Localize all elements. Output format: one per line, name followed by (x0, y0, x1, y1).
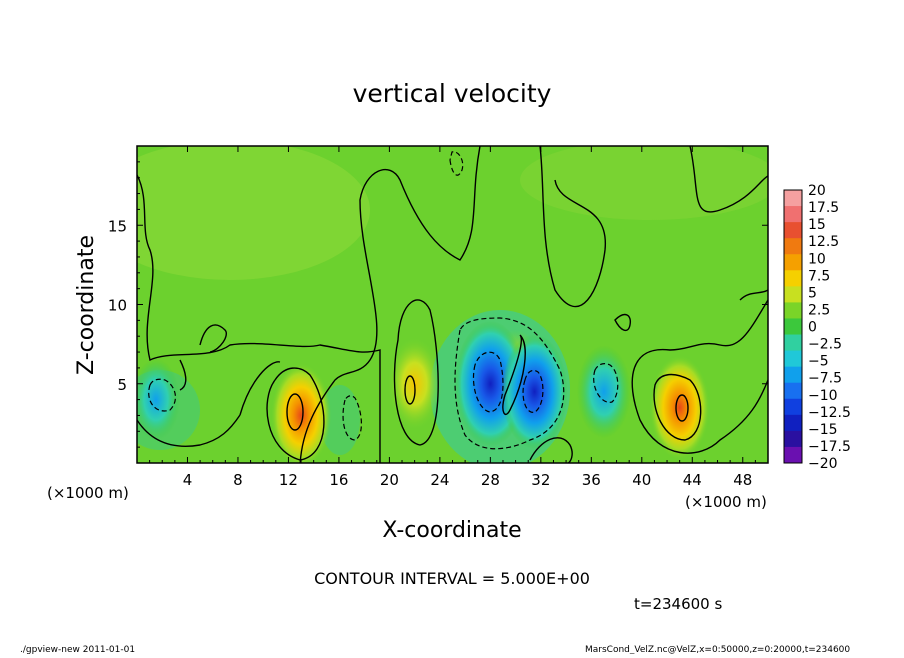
x-tick-label: 44 (683, 471, 702, 489)
contour-lines (137, 146, 768, 463)
x-tick-label: 28 (481, 471, 500, 489)
colorbar-swatch (784, 350, 802, 368)
colorbar-label: 17.5 (808, 200, 839, 216)
colorbar-label: 10 (808, 251, 826, 267)
x-tick-label: 48 (733, 471, 752, 489)
x-tick-label: 20 (380, 471, 399, 489)
colorbar-label: −7.5 (808, 371, 842, 387)
contour-lines-negative (148, 151, 619, 450)
updraft-cell (271, 363, 332, 463)
time-label: t=234600 s (634, 595, 722, 613)
colorbar-label: 7.5 (808, 268, 830, 284)
colorbar-swatch (784, 206, 802, 223)
colorbar-swatch (784, 318, 802, 336)
x-axis-label: X-coordinate (382, 518, 521, 543)
colorbar-swatch (784, 446, 802, 464)
y-tick-label: 5 (117, 376, 127, 394)
x-tick-label: 36 (582, 471, 601, 489)
colorbar-label: 5 (808, 285, 817, 301)
x-unit-left: (×1000 m) (47, 484, 129, 502)
colorbar-label: 0 (808, 320, 817, 336)
colorbar-swatch (784, 238, 802, 255)
colorbar-label: −20 (808, 456, 838, 472)
x-axis: 4 8 12 16 20 24 28 32 36 40 44 48 (149, 146, 756, 489)
colorbar-swatch (784, 398, 802, 416)
colorbar-swatch (784, 286, 802, 303)
downdraft-cell (137, 358, 180, 441)
footer-left: ./gpview-new 2011-01-01 (20, 645, 135, 654)
y-axis: 5 10 15 (108, 161, 768, 448)
colorbar-label: 20 (808, 183, 826, 199)
colorbar-label: −10 (808, 388, 838, 404)
x-tick-label: 24 (430, 471, 449, 489)
colorbar-swatch (784, 430, 802, 448)
colorbar-label: −2.5 (808, 337, 842, 353)
colorbar-swatch (784, 366, 802, 384)
colorbar-label: 15 (808, 217, 826, 233)
x-tick-label: 40 (632, 471, 651, 489)
y-tick-label: 10 (108, 297, 127, 315)
y-axis-label: Z-coordinate (74, 235, 99, 375)
x-tick-label: 4 (183, 471, 193, 489)
footer-right: MarsCond_VelZ.nc@VelZ,x=0:50000,z=0:2000… (585, 645, 850, 654)
contour-interval: CONTOUR INTERVAL = 5.000E+00 (314, 569, 590, 588)
colorbar-swatch (784, 414, 802, 432)
y-tick-label: 15 (108, 217, 127, 235)
x-unit-right: (×1000 m) (685, 493, 767, 511)
feature-layer (137, 320, 710, 463)
colorbar-swatch (784, 222, 802, 239)
colorbar-label: 12.5 (808, 234, 839, 250)
colorbar-label: −15 (808, 422, 838, 438)
colorbar-swatch (784, 270, 802, 287)
x-tick-label: 12 (279, 471, 298, 489)
downdraft-cell (576, 345, 631, 439)
colorbar-label: 2.5 (808, 302, 830, 318)
x-tick-label: 8 (233, 471, 243, 489)
x-tick-label: 32 (531, 471, 550, 489)
colorbar-swatch (784, 302, 802, 319)
colorbar-label: −17.5 (808, 439, 851, 455)
colorbar-label: −5 (808, 354, 829, 370)
colorbar-swatch (784, 254, 802, 271)
chart-title: vertical velocity (353, 79, 552, 108)
colorbar-swatch (784, 334, 802, 352)
colorbar-label: −12.5 (808, 405, 851, 421)
colorbar-swatch (784, 190, 802, 207)
colorbar-swatch (784, 382, 802, 400)
colorbar-frame (783, 189, 803, 464)
downdraft-cell (501, 334, 568, 450)
x-tick-label: 16 (329, 471, 348, 489)
